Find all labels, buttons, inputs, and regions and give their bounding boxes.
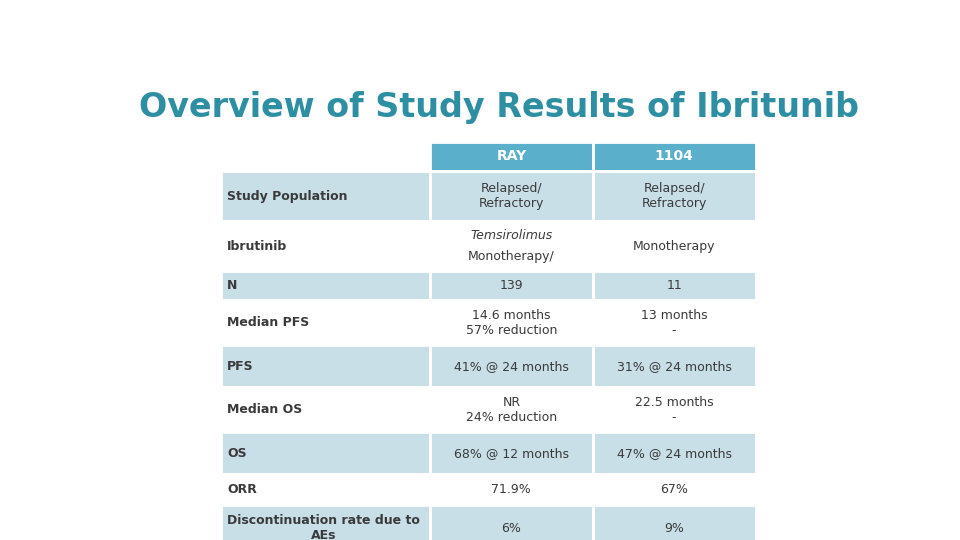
FancyBboxPatch shape [221, 171, 430, 221]
Text: RAY: RAY [496, 150, 526, 164]
Text: Overview of Study Results of Ibritunib: Overview of Study Results of Ibritunib [138, 91, 858, 124]
FancyBboxPatch shape [592, 387, 756, 432]
Text: Monotherapy: Monotherapy [633, 240, 715, 253]
FancyBboxPatch shape [221, 221, 430, 271]
Text: 11: 11 [666, 279, 682, 292]
Text: NR
24% reduction: NR 24% reduction [466, 396, 557, 424]
FancyBboxPatch shape [592, 300, 756, 345]
Text: Relapsed/
Refractory: Relapsed/ Refractory [641, 182, 707, 210]
FancyBboxPatch shape [430, 221, 592, 271]
Text: 31% @ 24 months: 31% @ 24 months [616, 360, 732, 373]
FancyBboxPatch shape [221, 300, 430, 345]
Text: 139: 139 [499, 279, 523, 292]
Text: Median PFS: Median PFS [227, 316, 309, 329]
Text: 68% @ 12 months: 68% @ 12 months [454, 447, 569, 460]
Text: Median OS: Median OS [227, 403, 302, 416]
Text: 67%: 67% [660, 483, 688, 496]
FancyBboxPatch shape [221, 505, 430, 540]
FancyBboxPatch shape [221, 271, 430, 300]
FancyBboxPatch shape [430, 345, 592, 387]
Text: 47% @ 24 months: 47% @ 24 months [616, 447, 732, 460]
FancyBboxPatch shape [221, 387, 430, 432]
Text: Temsirolimus: Temsirolimus [470, 229, 553, 242]
Text: 14.6 months
57% reduction: 14.6 months 57% reduction [466, 309, 557, 337]
FancyBboxPatch shape [592, 505, 756, 540]
FancyBboxPatch shape [430, 300, 592, 345]
Text: 41% @ 24 months: 41% @ 24 months [454, 360, 569, 373]
FancyBboxPatch shape [592, 271, 756, 300]
Text: Discontinuation rate due to
AEs: Discontinuation rate due to AEs [227, 514, 420, 540]
Text: N: N [227, 279, 237, 292]
Text: Monotherapy/: Monotherapy/ [468, 250, 555, 264]
FancyBboxPatch shape [221, 142, 430, 171]
FancyBboxPatch shape [592, 221, 756, 271]
FancyBboxPatch shape [592, 432, 756, 475]
Text: 1104: 1104 [655, 150, 693, 164]
FancyBboxPatch shape [430, 171, 592, 221]
FancyBboxPatch shape [430, 387, 592, 432]
FancyBboxPatch shape [592, 171, 756, 221]
FancyBboxPatch shape [221, 345, 430, 387]
Text: Ibrutinib: Ibrutinib [227, 240, 287, 253]
FancyBboxPatch shape [430, 271, 592, 300]
FancyBboxPatch shape [592, 345, 756, 387]
Text: 22.5 months
-: 22.5 months - [635, 396, 713, 424]
Text: Study Population: Study Population [227, 190, 348, 202]
Text: OS: OS [227, 447, 247, 460]
Text: Relapsed/
Refractory: Relapsed/ Refractory [479, 182, 544, 210]
Text: 9%: 9% [664, 522, 684, 535]
Text: ORR: ORR [227, 483, 257, 496]
FancyBboxPatch shape [430, 475, 592, 505]
FancyBboxPatch shape [430, 505, 592, 540]
FancyBboxPatch shape [430, 432, 592, 475]
FancyBboxPatch shape [592, 142, 756, 171]
Text: 6%: 6% [501, 522, 521, 535]
FancyBboxPatch shape [592, 475, 756, 505]
Text: PFS: PFS [227, 360, 253, 373]
FancyBboxPatch shape [430, 142, 592, 171]
Text: 13 months
-: 13 months - [641, 309, 708, 337]
FancyBboxPatch shape [221, 475, 430, 505]
FancyBboxPatch shape [221, 432, 430, 475]
Text: 71.9%: 71.9% [492, 483, 531, 496]
